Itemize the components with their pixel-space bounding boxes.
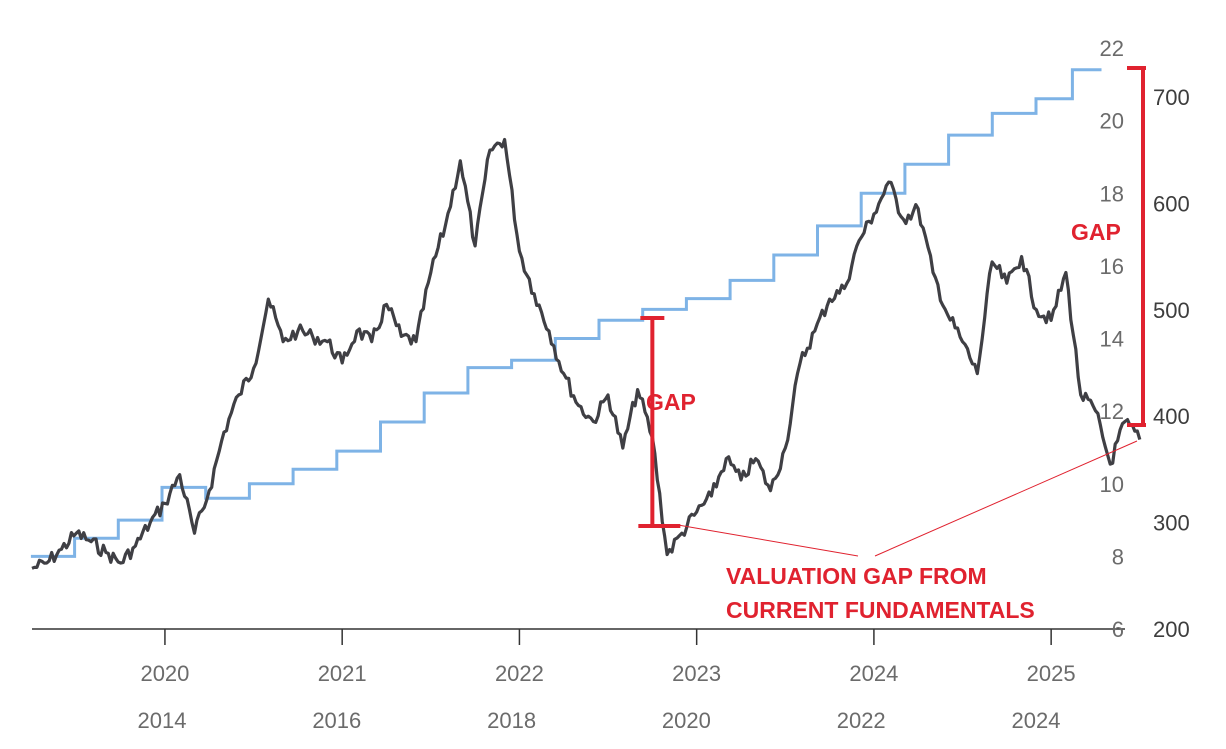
y-tick-label-right: 200 bbox=[1153, 617, 1190, 642]
gap-label-right: GAP bbox=[1071, 219, 1121, 245]
x-tick-label-bottom: 2020 bbox=[662, 708, 711, 733]
series-lines bbox=[30, 68, 1142, 570]
y-tick-label-left: 14 bbox=[1100, 327, 1124, 352]
y-tick-label-right: 400 bbox=[1153, 404, 1190, 429]
y-tick-label-left: 18 bbox=[1100, 181, 1124, 206]
y-tick-label-left: 22 bbox=[1100, 36, 1124, 61]
y-tick-label-left: 20 bbox=[1100, 109, 1124, 134]
x-tick-label-top: 2024 bbox=[849, 661, 898, 686]
x-tick-label-top: 2020 bbox=[140, 661, 189, 686]
x-tick-label-bottom: 2018 bbox=[487, 708, 536, 733]
note-pointer-left bbox=[677, 524, 859, 557]
y-tick-label-left: 12 bbox=[1100, 399, 1124, 424]
y-tick-label-right: 300 bbox=[1153, 511, 1190, 536]
y-tick-label-left: 10 bbox=[1100, 472, 1124, 497]
valuation-note-line1: VALUATION GAP FROM bbox=[726, 563, 987, 589]
y-tick-label-right: 500 bbox=[1153, 298, 1190, 323]
y-tick-label-right: 700 bbox=[1153, 85, 1190, 110]
price-line bbox=[31, 137, 1142, 570]
y-tick-label-left: 16 bbox=[1100, 254, 1124, 279]
x-tick-label-bottom: 2016 bbox=[312, 708, 361, 733]
x-tick-label-top: 2022 bbox=[495, 661, 544, 686]
x-tick-label-bottom: 2024 bbox=[1012, 708, 1061, 733]
x-tick-label-top: 2021 bbox=[318, 661, 367, 686]
y-tick-label-left: 6 bbox=[1112, 617, 1124, 642]
note-pointer-right bbox=[874, 440, 1138, 557]
y-tick-label-right: 600 bbox=[1153, 191, 1190, 216]
x-tick-label-top: 2023 bbox=[672, 661, 721, 686]
x-tick-label-top: 2025 bbox=[1027, 661, 1076, 686]
annotations: GAP GAP VALUATION GAP FROM CURRENT FUNDA… bbox=[638, 66, 1146, 623]
x-tick-label-bottom: 2022 bbox=[837, 708, 886, 733]
valuation-note-line2: CURRENT FUNDAMENTALS bbox=[726, 597, 1035, 623]
x-tick-label-bottom: 2014 bbox=[138, 708, 187, 733]
y-tick-label-left: 8 bbox=[1112, 544, 1124, 569]
fundamentals-line bbox=[30, 68, 1102, 558]
